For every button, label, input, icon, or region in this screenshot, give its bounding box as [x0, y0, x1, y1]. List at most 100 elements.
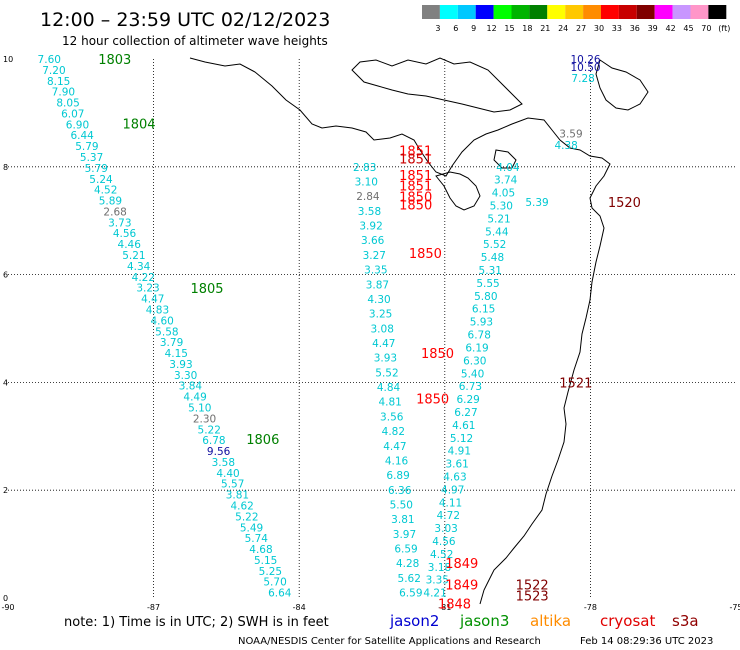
scale-label: (ft) [718, 24, 730, 33]
scale-label: 27 [576, 24, 586, 33]
pass-time-label: 1851 [399, 145, 432, 160]
x-tick-label: -78 [584, 603, 597, 612]
wave-height-tracks: 7.607.208.157.908.056.076.906.445.795.37… [38, 54, 601, 600]
pass-time-label: 1850 [399, 190, 432, 205]
wave-height-value: 5.12 [450, 433, 473, 445]
wave-height-value: 5.70 [263, 577, 286, 589]
wave-height-value: 5.25 [259, 566, 282, 578]
wave-height-value: 6.78 [468, 330, 491, 342]
wave-height-value: 6.59 [399, 588, 422, 600]
scale-label: 3 [435, 24, 440, 33]
scale-swatch [529, 5, 548, 19]
x-tick-label: -87 [147, 603, 160, 612]
satellite-legend-jason2: jason2 [389, 612, 439, 630]
wave-height-value: 6.15 [472, 304, 495, 316]
wave-height-value: 4.46 [118, 239, 142, 251]
wave-height-value: 4.52 [430, 549, 453, 561]
pass-time-label: 1803 [98, 53, 131, 68]
wave-height-value: 5.39 [525, 197, 548, 209]
wave-height-value: 5.22 [198, 424, 221, 436]
wave-height-value: 3.10 [355, 176, 378, 188]
wave-height-value: 3.93 [374, 353, 397, 365]
wave-height-value: 3.58 [212, 457, 235, 469]
scale-label: 36 [630, 24, 640, 33]
wave-height-value: 3.93 [169, 359, 192, 371]
wave-height-value: 6.78 [202, 435, 225, 447]
wave-height-value: 4.47 [141, 294, 164, 306]
wave-height-value: 4.72 [437, 510, 460, 522]
y-tick-label: 6 [3, 271, 8, 280]
wave-height-value: 5.49 [240, 522, 263, 534]
wave-height-value: 3.30 [174, 370, 197, 382]
wave-height-value: 3.81 [391, 514, 414, 526]
wave-height-value: 3.79 [160, 337, 183, 349]
wave-height-value: 4.83 [146, 304, 169, 316]
wave-height-value: 4.91 [448, 446, 471, 458]
scale-label: 21 [540, 24, 550, 33]
wave-height-value: 5.24 [89, 174, 113, 186]
scale-label: 39 [648, 24, 658, 33]
x-tick-label: -90 [1, 603, 14, 612]
wave-height-value: 3.35 [364, 265, 387, 277]
wave-height-value: 4.60 [150, 315, 173, 327]
pass-time-label: 1851 [399, 153, 432, 168]
footer-timestamp: Feb 14 08:29:36 UTC 2023 [580, 636, 713, 647]
wave-height-value: 4.81 [378, 397, 401, 409]
wave-height-value: 4.49 [183, 392, 206, 404]
scale-label: 42 [666, 24, 676, 33]
scale-swatch [475, 5, 494, 19]
wave-height-value: 5.21 [487, 213, 510, 225]
satellite-legend-cryosat: cryosat [600, 612, 655, 630]
wave-height-value: 4.82 [382, 426, 405, 438]
wave-height-value: 4.61 [452, 420, 475, 432]
wave-height-value: 5.15 [254, 555, 277, 567]
footer-credit: NOAA/NESDIS Center for Satellite Applica… [238, 636, 541, 647]
island [493, 149, 517, 169]
color-scale: 3 6 9 12 15 18 21 24 27 30 33 36 39 42 45 70 (ft) [422, 5, 730, 33]
wave-height-value: 4.62 [230, 500, 253, 512]
coastline-east [595, 59, 649, 111]
wave-height-value: 3.56 [380, 411, 404, 423]
axis-ticks: -90 -87 -84 -81 -78 -75 0 2 4 6 8 10 [1, 55, 740, 612]
pass-time-label: 1849 [445, 557, 478, 572]
wave-height-value: 4.52 [94, 185, 117, 197]
scale-swatch [601, 5, 619, 19]
scale-label: 33 [612, 24, 622, 33]
wave-height-value: 10.50 [571, 62, 601, 74]
wave-height-value: 4.34 [127, 261, 151, 273]
pass-time-label: 1520 [608, 196, 641, 211]
wave-height-value: 5.48 [481, 252, 504, 264]
wave-height-value: 5.50 [390, 500, 413, 512]
satellite-legend: jason2 jason3 altika cryosat s3a [389, 612, 699, 630]
coastline [189, 57, 649, 605]
wave-height-value: 4.84 [377, 382, 401, 394]
x-tick-label: -84 [293, 603, 306, 612]
wave-height-value: 5.37 [80, 152, 103, 164]
pass-time-label: 1850 [416, 393, 449, 408]
y-tick-label: 0 [3, 594, 8, 603]
wave-height-value: 7.20 [42, 65, 65, 77]
coastline-main [189, 57, 611, 605]
pass-time-label: 1848 [438, 597, 471, 612]
wave-height-value: 4.47 [383, 441, 406, 453]
scale-swatch [565, 5, 584, 19]
wave-height-value: 2.68 [103, 206, 126, 218]
wave-height-value: 10.26 [571, 54, 601, 66]
wave-height-value: 4.21 [423, 588, 446, 600]
scale-swatch [618, 5, 637, 19]
wave-height-value: 6.73 [459, 381, 482, 393]
wave-height-value: 7.60 [38, 54, 61, 66]
wave-height-value: 7.28 [571, 73, 594, 85]
wave-height-value: 9.56 [207, 446, 231, 458]
grid-lines [8, 59, 736, 598]
wave-height-value: 6.59 [394, 544, 417, 556]
coastline-north [351, 57, 523, 113]
wave-height-value: 5.89 [99, 196, 122, 208]
wave-height-value: 6.07 [61, 108, 84, 120]
wave-height-value: 5.10 [188, 402, 211, 414]
wave-height-value: 4.47 [372, 338, 395, 350]
wave-height-value: 3.73 [108, 217, 131, 229]
wave-height-value: 8.15 [47, 76, 70, 88]
wave-height-value: 4.11 [439, 497, 462, 509]
